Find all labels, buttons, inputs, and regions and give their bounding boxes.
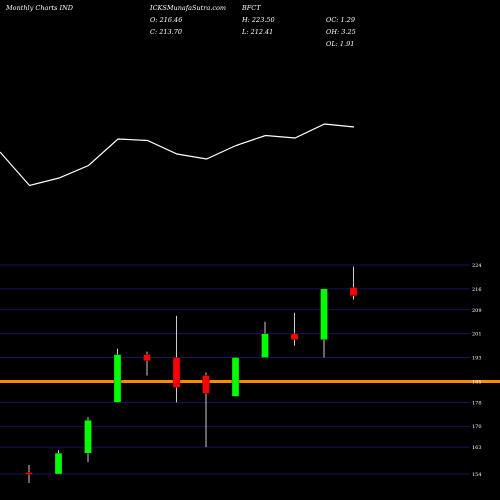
y-tick-label: 193 bbox=[472, 356, 482, 362]
candle-body bbox=[349, 287, 358, 296]
price-grid bbox=[0, 264, 470, 475]
y-tick-label: 154 bbox=[472, 472, 482, 478]
y-tick-label: 224 bbox=[472, 263, 482, 269]
stat-oh: OH: 3.25 bbox=[326, 28, 356, 36]
stat-low: L: 212.41 bbox=[242, 28, 274, 36]
stat-ol: OL: 1.91 bbox=[326, 40, 355, 48]
candle-body bbox=[231, 357, 240, 397]
candle-body bbox=[84, 420, 92, 454]
candle-body bbox=[25, 472, 33, 475]
candle-body bbox=[290, 333, 299, 340]
y-tick-label: 163 bbox=[472, 445, 482, 451]
y-axis-ticks: 154 163 170 178 185 193 201 209 216 224 bbox=[472, 263, 482, 478]
indicator-line bbox=[0, 123, 355, 187]
candle-body bbox=[113, 354, 122, 403]
stat-high: H: 223.50 bbox=[242, 16, 275, 24]
candle-body bbox=[143, 354, 151, 361]
stat-close: C: 213.70 bbox=[150, 28, 182, 36]
y-tick-label: 216 bbox=[472, 287, 482, 293]
candle-body bbox=[261, 333, 269, 358]
y-tick-label: 170 bbox=[472, 424, 482, 430]
candle-body bbox=[202, 375, 210, 394]
candle-body bbox=[320, 288, 328, 340]
y-tick-label: 209 bbox=[472, 308, 482, 314]
candle-body bbox=[172, 357, 181, 388]
stat-open: O: 216.46 bbox=[150, 16, 183, 24]
candle-body bbox=[54, 452, 63, 475]
site-name: ICKSMunafaSutra.com bbox=[150, 4, 227, 12]
candles-group bbox=[25, 266, 358, 483]
indicator-line-panel bbox=[0, 123, 355, 187]
y-tick-label: 185 bbox=[472, 379, 482, 385]
chart-title: Monthly Charts IND bbox=[6, 4, 73, 12]
y-tick-label: 178 bbox=[472, 400, 482, 406]
stat-oc: OC: 1.29 bbox=[326, 16, 356, 24]
ticker-symbol: BFCT bbox=[242, 4, 261, 12]
y-tick-label: 201 bbox=[472, 332, 482, 338]
